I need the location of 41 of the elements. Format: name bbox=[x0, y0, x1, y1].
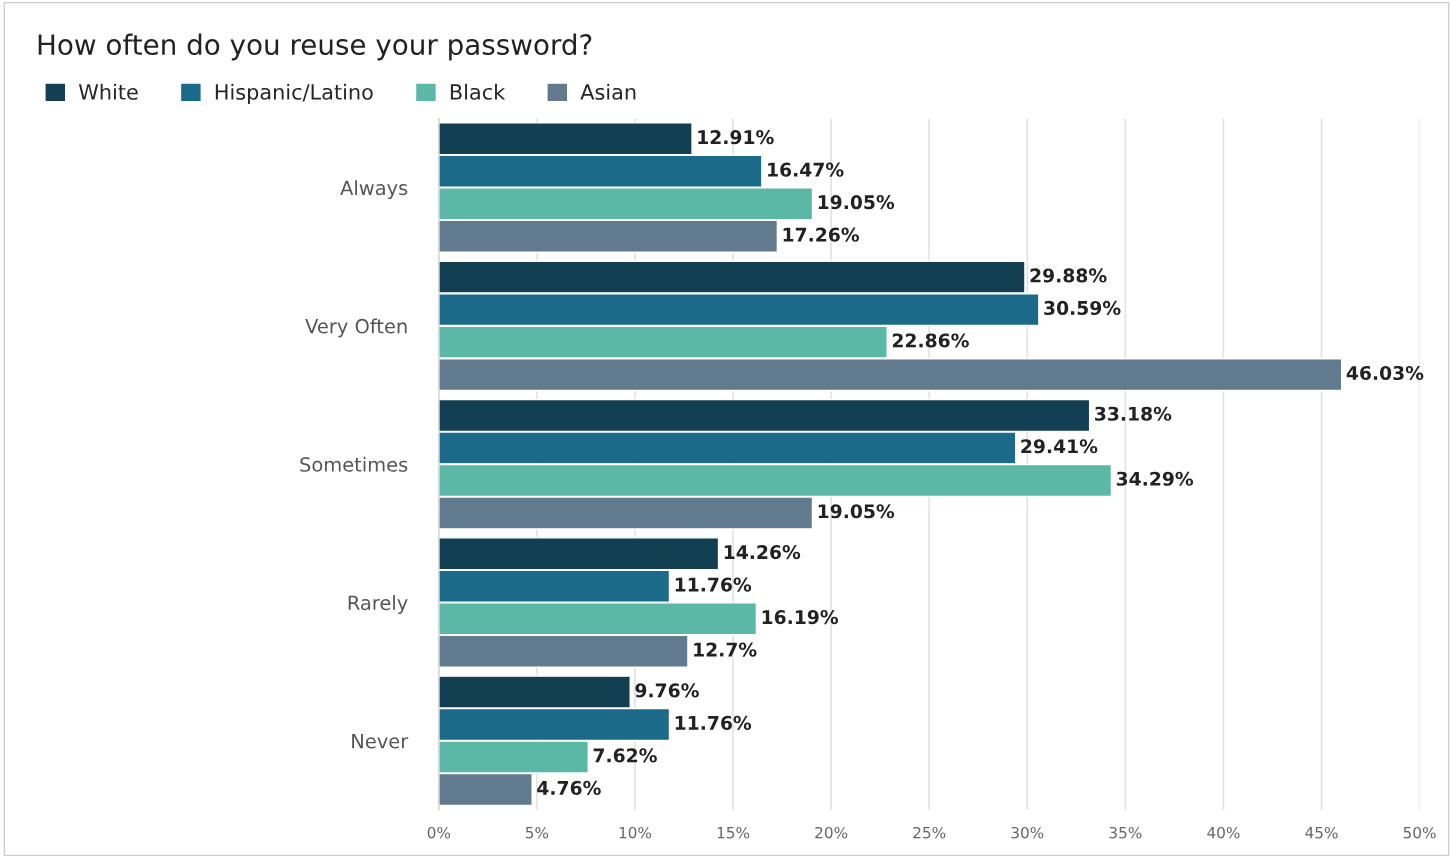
x-tick-label: 30% bbox=[1011, 826, 1044, 839]
x-tick-label: 5% bbox=[525, 826, 549, 839]
data-label: 46.03% bbox=[1346, 365, 1424, 381]
data-label: 7.62% bbox=[593, 748, 657, 763]
data-label: 30.59% bbox=[1044, 300, 1121, 316]
data-label: 16.47% bbox=[768, 162, 844, 177]
data-label: 19.05% bbox=[818, 504, 895, 519]
x-tick-label: 15% bbox=[717, 826, 750, 839]
data-label: 19.05% bbox=[818, 195, 895, 210]
y-tick-label: Always bbox=[340, 180, 408, 199]
data-label: 22.86% bbox=[892, 333, 969, 348]
data-label: 29.88% bbox=[1030, 268, 1107, 283]
data-label: 9.76% bbox=[635, 683, 699, 698]
data-label: 34.29% bbox=[1116, 471, 1194, 486]
x-tick-label: 20% bbox=[815, 826, 848, 839]
data-label: 4.76% bbox=[537, 780, 601, 795]
data-label: 11.76% bbox=[675, 577, 752, 592]
y-tick-label: Never bbox=[352, 734, 409, 749]
y-tick-label: Sometimes bbox=[300, 456, 408, 472]
legend-label: White bbox=[78, 83, 138, 100]
legend-label: Asian bbox=[580, 83, 636, 100]
x-tick-label: 10% bbox=[619, 826, 652, 839]
data-label: 16.19% bbox=[762, 610, 839, 625]
data-label: 29.41% bbox=[1021, 439, 1098, 454]
legend-label: Hispanic/Latino bbox=[215, 83, 373, 104]
chart-title: How often do you reuse your password? bbox=[38, 33, 592, 61]
y-tick-label: Rarely bbox=[348, 595, 408, 614]
x-tick-label: 25% bbox=[913, 826, 946, 839]
data-label: 17.26% bbox=[783, 227, 860, 242]
data-label: 12.91% bbox=[698, 130, 774, 145]
x-tick-label: 50% bbox=[1403, 826, 1436, 839]
data-label: 11.76% bbox=[675, 715, 752, 730]
x-tick-label: 45% bbox=[1305, 826, 1338, 839]
x-tick-label: 35% bbox=[1109, 826, 1142, 839]
x-tick-label: 0% bbox=[427, 826, 451, 839]
data-label: 33.18% bbox=[1095, 406, 1172, 421]
data-label: 12.7% bbox=[694, 642, 757, 657]
legend-label: Black bbox=[450, 83, 506, 100]
y-tick-label: Very Often bbox=[305, 318, 407, 338]
x-tick-label: 40% bbox=[1207, 826, 1240, 839]
data-label: 14.26% bbox=[724, 544, 801, 560]
